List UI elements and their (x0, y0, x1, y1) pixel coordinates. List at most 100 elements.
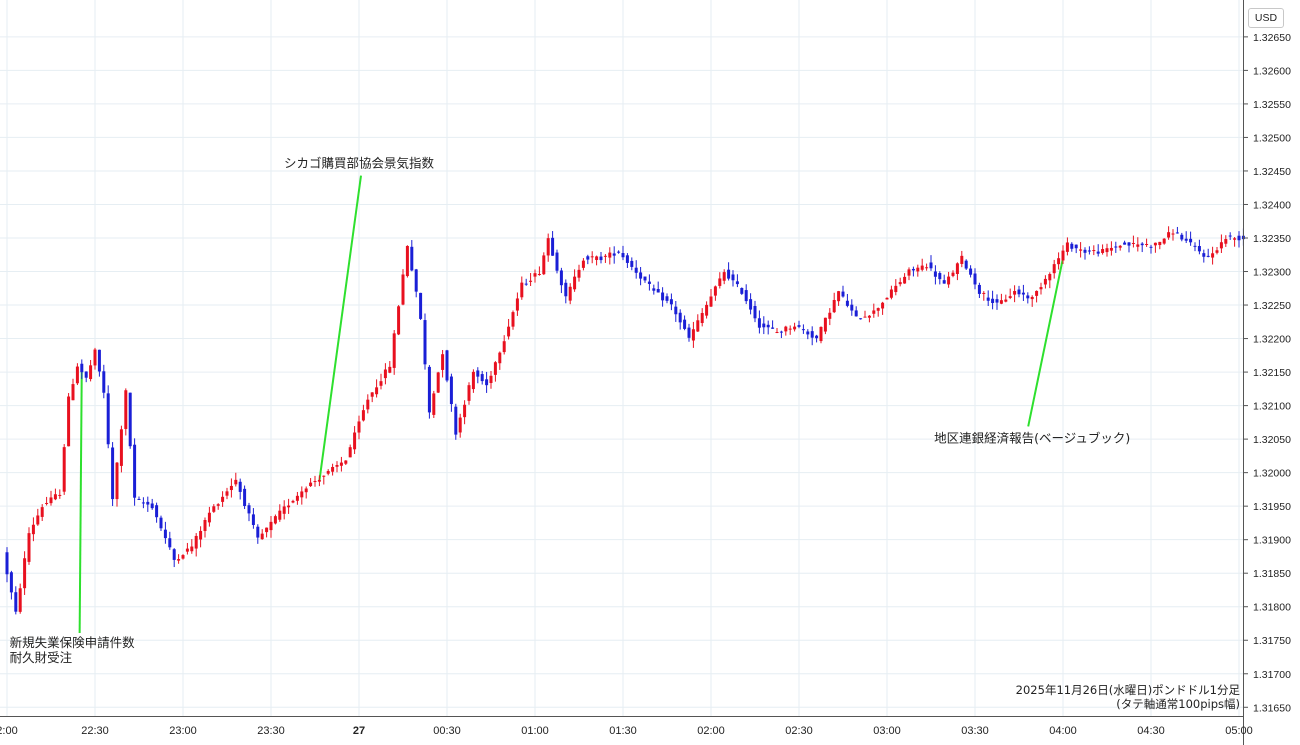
candles (5, 226, 1245, 615)
time-tick-label: 03:00 (873, 725, 901, 737)
candle-body (137, 498, 141, 500)
candle-body (960, 255, 964, 264)
candle-body (925, 267, 929, 269)
candle-body (331, 466, 335, 472)
candle-body (634, 267, 638, 273)
candle-body (1145, 244, 1149, 246)
candle-body (801, 329, 805, 331)
candle-body (177, 559, 181, 561)
candle-body (1096, 251, 1100, 254)
candle-body (1035, 290, 1039, 296)
candle-body (287, 505, 291, 508)
candle-body (832, 299, 836, 313)
candle-body (942, 280, 946, 284)
candle-body (309, 482, 313, 487)
candle-body (423, 320, 427, 365)
candle-body (911, 268, 915, 271)
candle-body (269, 521, 273, 531)
candle-body (106, 393, 110, 445)
candle-body (141, 502, 145, 504)
candle-body (150, 503, 154, 509)
candle-body (485, 379, 489, 386)
currency-button[interactable]: USD (1248, 8, 1284, 28)
candle-body (229, 485, 233, 491)
candle-body (507, 326, 511, 337)
price-tick-label: 1.31900 (1253, 535, 1291, 547)
candle-body (876, 308, 880, 311)
time-tick-label: 22:30 (81, 725, 109, 737)
time-tick-label: 02:00 (697, 725, 725, 737)
candle-body (436, 372, 440, 393)
time-tick-label: 03:30 (961, 725, 989, 737)
candle-body (854, 310, 858, 317)
price-tick-label: 1.32250 (1253, 300, 1291, 312)
time-tick-label: 02:30 (785, 725, 813, 737)
candle-body (788, 328, 792, 330)
candle-body (1048, 274, 1052, 281)
candle-body (124, 390, 128, 429)
candle-body (467, 385, 471, 401)
price-tick-label: 1.31750 (1253, 635, 1291, 647)
candle-body (225, 491, 229, 496)
caption-line-1: 2025年11月26日(水曜日)ポンドドル1分足 (1016, 683, 1241, 697)
candle-body (665, 296, 669, 301)
candle-body (903, 276, 907, 284)
candle-body (784, 326, 788, 332)
candle-body (652, 288, 656, 291)
candle-body (691, 329, 695, 341)
candle-body (568, 286, 572, 301)
candle-body (916, 267, 920, 272)
candle-body (247, 505, 251, 514)
annotation-chicago-pmi-line (318, 175, 362, 481)
candle-body (1083, 249, 1087, 253)
candle-body (489, 375, 493, 384)
candle-body (1211, 253, 1215, 258)
candle-body (595, 256, 599, 260)
candle-body (775, 331, 779, 333)
candle-body (172, 549, 176, 560)
candle-body (1153, 242, 1157, 246)
candle-body (647, 281, 651, 284)
candle-body (542, 255, 546, 275)
candle-body (432, 393, 436, 415)
candle-body (850, 304, 854, 311)
candle-body (621, 253, 625, 258)
candle-body (1065, 242, 1069, 252)
candle-body (1175, 232, 1179, 234)
price-axis: 1.31650 1.31700 1.31750 1.31800 1.31850 1.319… (1243, 0, 1291, 745)
candle-body (1233, 238, 1237, 240)
candle-body (357, 421, 361, 433)
time-tick-label: 04:30 (1137, 725, 1165, 737)
candle-body (265, 527, 269, 533)
candle-body (1079, 249, 1083, 251)
candle-body (762, 323, 766, 328)
candle-body (845, 300, 849, 306)
price-tick-label: 1.32450 (1253, 166, 1291, 178)
candle-body (524, 283, 528, 285)
candle-body (867, 315, 871, 318)
candle-body (678, 312, 682, 323)
time-axis: 2:00 22:30 23:00 23:30 27 00:30 01:00 01:30 02:0… (0, 716, 1253, 737)
candle-body (313, 481, 317, 483)
price-tick-label: 1.31950 (1253, 501, 1291, 513)
annotation-chicago-pmi-label: シカゴ購買部協会景気指数 (284, 156, 435, 171)
candle-body (533, 273, 537, 277)
candle-body (779, 331, 783, 333)
candle-body (947, 276, 951, 285)
candle-body (639, 272, 643, 279)
candle-body (520, 282, 524, 298)
candle-body (1140, 243, 1144, 246)
price-tick-label: 1.31700 (1253, 669, 1291, 681)
candle-body (1237, 235, 1241, 241)
candle-body (273, 516, 277, 524)
annotation-jobless-claims-label: 新規失業保険申請件数 (10, 635, 136, 650)
candle-body (656, 289, 660, 293)
candle-body (555, 252, 559, 271)
candle-body (559, 270, 563, 286)
annotation-beige-book-line (1027, 257, 1064, 427)
candle-body (427, 366, 431, 413)
candle-body (1123, 242, 1127, 245)
candle-body (375, 387, 379, 395)
candle-body (221, 496, 225, 502)
